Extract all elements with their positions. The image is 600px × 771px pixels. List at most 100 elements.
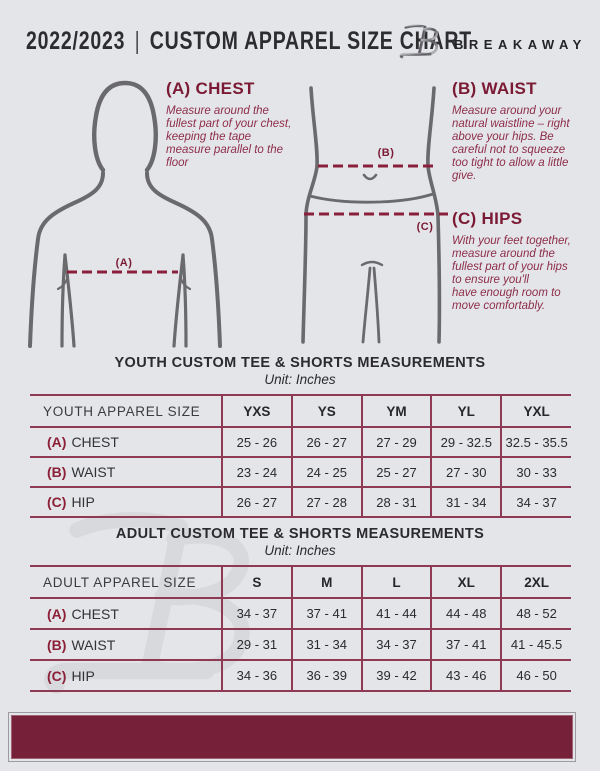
navel-mark xyxy=(362,173,378,181)
footer-bar-frame xyxy=(8,712,576,762)
measurement-name: CHEST xyxy=(71,605,119,622)
right-armpit-flick xyxy=(178,274,192,291)
lower-body-diagram xyxy=(301,86,448,344)
hips-guide-heading: (C) HIPS xyxy=(452,209,523,228)
adult-size-table: ADULT APPAREL SIZE S M L XL 2XL (A) CHEST 34 - 3… xyxy=(30,565,571,692)
measurement-value-cell: 37 - 41 xyxy=(430,629,502,660)
waist-guide-text: Measure around your natural waistline – … xyxy=(452,105,570,182)
measurement-value-cell: 34 - 37 xyxy=(360,629,432,660)
left-torso-edge xyxy=(60,253,67,348)
chest-guide-text: Measure around the fullest part of your … xyxy=(166,105,292,169)
hip-curve-line xyxy=(308,192,435,204)
size-column-header: YXS xyxy=(221,395,292,427)
measurement-value-cell: 31 - 34 xyxy=(430,487,502,517)
size-column-header: S xyxy=(221,566,292,598)
youth-size-table: YOUTH APPAREL SIZE YXS YS YM YL YXL (A) CHEST 25… xyxy=(30,394,571,518)
right-side-outline xyxy=(426,86,442,344)
page-title: 2022/2023 | CUSTOM APPAREL SIZE CHART xyxy=(26,27,472,56)
left-armpit-flick xyxy=(56,274,70,291)
chest-guide-heading: (A) CHEST xyxy=(166,79,255,98)
measurement-row: (A) CHEST 34 - 37 37 - 41 41 - 44 44 - 48 48 -… xyxy=(30,598,571,629)
title-divider: | xyxy=(134,27,141,55)
measurement-value-cell: 48 - 52 xyxy=(500,598,571,629)
measurement-letter-prefix: (B) xyxy=(47,636,67,653)
left-inner-arm xyxy=(63,253,76,348)
size-column-header: M xyxy=(290,566,362,598)
waist-marker-label: (B) xyxy=(377,147,395,159)
measurement-value-cell: 29 - 31 xyxy=(221,629,292,660)
waist-guide-block: (B) WAIST Measure around your natural wa… xyxy=(452,79,570,183)
apparel-size-header: YOUTH APPAREL SIZE xyxy=(43,403,201,419)
measurement-value-cell: 37 - 41 xyxy=(290,598,362,629)
size-column-header: XL xyxy=(430,566,502,598)
chest-marker-label: (A) xyxy=(115,257,133,269)
size-column-header: YXL xyxy=(500,395,571,427)
right-torso-edge xyxy=(181,253,188,348)
hips-guide-text: With your feet together, measure around … xyxy=(452,235,571,312)
measurement-name: HIP xyxy=(71,667,95,684)
right-inner-arm xyxy=(172,253,185,348)
footer-accent-bar xyxy=(11,715,573,759)
measurement-row-label: (B) WAIST xyxy=(30,629,222,660)
measurement-row: (B) WAIST 23 - 24 24 - 25 25 - 27 27 - 30 30 -… xyxy=(30,457,571,487)
measurement-letter-prefix: (C) xyxy=(47,667,67,684)
apparel-size-header: ADULT APPAREL SIZE xyxy=(43,574,197,590)
adult-table-unit: Unit: Inches xyxy=(264,543,336,558)
measurement-value-cell: 27 - 30 xyxy=(430,457,502,487)
measurement-row-label: (C) HIP xyxy=(30,660,222,691)
measurement-value-cell: 32.5 - 35.5 xyxy=(500,427,571,457)
crotch-curve xyxy=(360,260,384,267)
measurement-value-cell: 36 - 39 xyxy=(290,660,362,691)
size-column-header: YL xyxy=(430,395,502,427)
measurement-value-cell: 41 - 44 xyxy=(360,598,432,629)
measurement-value-cell: 27 - 29 xyxy=(360,427,432,457)
measurement-value-cell: 26 - 27 xyxy=(290,427,362,457)
hips-guide-block: (C) HIPS With your feet together, measur… xyxy=(452,209,576,313)
measurement-row-label: (B) WAIST xyxy=(30,457,222,487)
measurement-value-cell: 29 - 32.5 xyxy=(430,427,502,457)
chest-guide-block: (A) CHEST Measure around the fullest par… xyxy=(166,79,298,170)
chart-title: CUSTOM APPAREL SIZE CHART xyxy=(149,27,472,55)
left-shoulder-arm xyxy=(28,171,105,348)
measurement-name: HIP xyxy=(71,494,95,510)
measurement-name: CHEST xyxy=(71,434,119,450)
measurement-row-label: (A) CHEST xyxy=(30,598,222,629)
waist-guide-heading: (B) WAIST xyxy=(452,79,537,98)
measurement-value-cell: 23 - 24 xyxy=(221,457,292,487)
measurement-name: WAIST xyxy=(71,464,116,480)
head-outline xyxy=(92,80,158,173)
measurement-value-cell: 31 - 34 xyxy=(290,629,362,660)
brand-lockup: BREAKAWAY xyxy=(396,20,587,62)
measurement-value-cell: 39 - 42 xyxy=(360,660,432,691)
adult-table-title: ADULT CUSTOM TEE & SHORTS MEASUREMENTS xyxy=(115,526,485,542)
size-column-header: YM xyxy=(360,395,432,427)
measurement-value-cell: 34 - 36 xyxy=(221,660,292,691)
size-column-header: YS xyxy=(290,395,362,427)
measurement-row-label: (C) HIP xyxy=(30,487,222,517)
season-label: 2022/2023 xyxy=(26,27,126,55)
hips-marker-label: (C) xyxy=(416,221,434,233)
measurement-letter-prefix: (C) xyxy=(47,494,67,510)
left-side-outline xyxy=(301,86,319,344)
brand-name: BREAKAWAY xyxy=(454,36,587,52)
measurement-row: (B) WAIST 29 - 31 31 - 34 34 - 37 37 - 41 41 -… xyxy=(30,629,571,660)
measurement-value-cell: 41 - 45.5 xyxy=(500,629,571,660)
measurement-letter-prefix: (A) xyxy=(47,605,67,622)
right-shoulder-arm xyxy=(145,171,222,348)
upper-body-diagram xyxy=(28,80,222,348)
measurement-name: WAIST xyxy=(71,636,116,653)
measurement-value-cell: 44 - 48 xyxy=(430,598,502,629)
measurement-value-cell: 28 - 31 xyxy=(360,487,432,517)
measurement-value-cell: 46 - 50 xyxy=(500,660,571,691)
youth-table-unit: Unit: Inches xyxy=(264,372,336,387)
measurement-value-cell: 25 - 26 xyxy=(221,427,292,457)
measurement-value-cell: 27 - 28 xyxy=(290,487,362,517)
measurement-value-cell: 43 - 46 xyxy=(430,660,502,691)
measurement-value-cell: 34 - 37 xyxy=(221,598,292,629)
measurement-letter-prefix: (A) xyxy=(47,434,67,450)
size-column-header: L xyxy=(360,566,432,598)
measurement-letter-prefix: (B) xyxy=(47,464,67,480)
measurement-row: (A) CHEST 25 - 26 26 - 27 27 - 29 29 - 32.5 32… xyxy=(30,427,571,457)
measurement-row: (C) HIP 26 - 27 27 - 28 28 - 31 31 - 34 34 - 3… xyxy=(30,487,571,517)
